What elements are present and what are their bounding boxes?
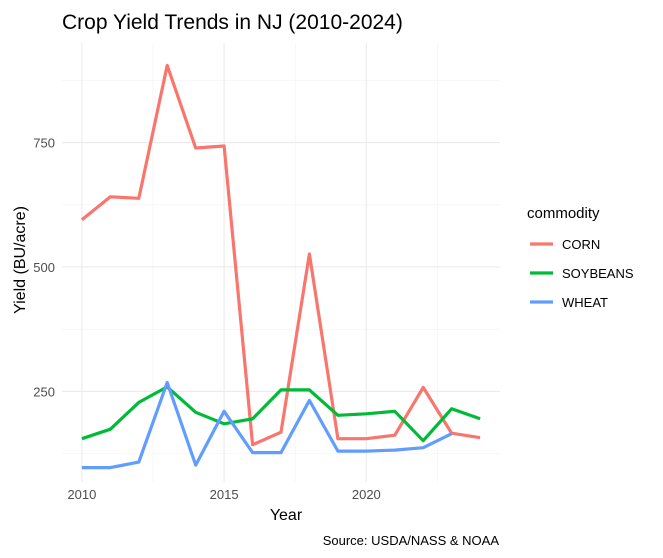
- x-tick-label: 2010: [67, 487, 96, 502]
- legend-label-wheat: WHEAT: [562, 295, 608, 310]
- legend-title: commodity: [527, 205, 600, 222]
- series-lines: [80, 63, 481, 470]
- legend: commodity CORN SOYBEANS WHEAT: [527, 205, 634, 310]
- series-line-soybeans: [81, 385, 481, 443]
- y-axis-label: Yield (BU/acre): [12, 206, 29, 314]
- x-axis-ticks: 2010 2015 2020: [67, 487, 380, 502]
- legend-items: CORN SOYBEANS WHEAT: [530, 237, 634, 310]
- chart-title: Crop Yield Trends in NJ (2010-2024): [62, 11, 403, 34]
- series-line-corn: [80, 63, 481, 447]
- y-tick-label: 750: [33, 136, 55, 151]
- chart-caption: Source: USDA/NASS & NOAA: [323, 533, 500, 548]
- y-axis-ticks: 250 500 750: [33, 136, 55, 400]
- x-tick-label: 2020: [352, 487, 381, 502]
- legend-label-soybeans: SOYBEANS: [562, 266, 634, 281]
- legend-label-corn: CORN: [562, 237, 600, 252]
- x-tick-label: 2015: [210, 487, 239, 502]
- series-line-wheat: [81, 380, 453, 470]
- x-axis-label: Year: [270, 507, 303, 524]
- y-tick-label: 500: [33, 260, 55, 275]
- y-tick-label: 250: [33, 384, 55, 399]
